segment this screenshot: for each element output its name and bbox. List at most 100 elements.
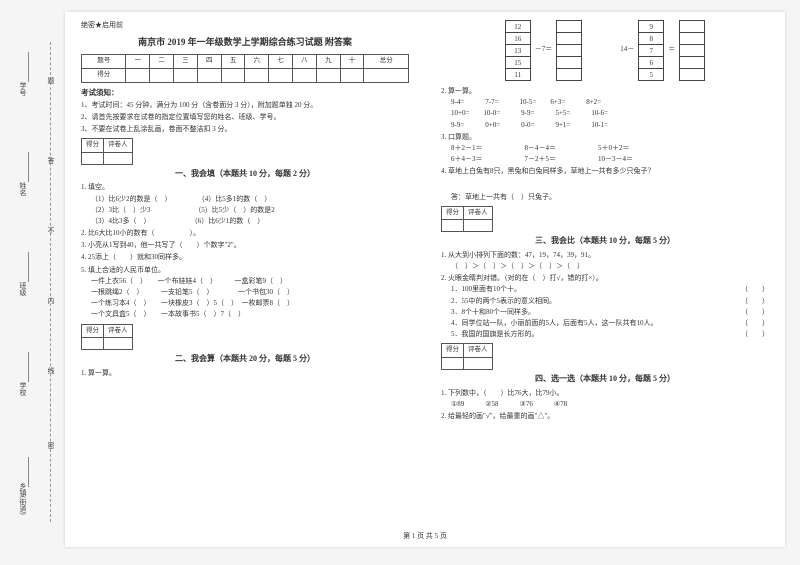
score-h0: 题号 bbox=[82, 54, 126, 68]
boxes-b-ans bbox=[679, 20, 705, 80]
notice-1: 1、考试时间：45 分钟，满分为 100 分（含卷面分 3 分），附加题单独 2… bbox=[81, 100, 409, 111]
score-h6: 六 bbox=[245, 54, 269, 68]
score-h7: 七 bbox=[269, 54, 293, 68]
s3q2d-row: 4．同学位站一队，小丽前面的5人，后面有5人，这一队共有10人。 （ ） bbox=[441, 318, 769, 329]
box-equation-row: 12 16 13 15 11 －7＝ 14－ 9 8 7 6 5 ＝ bbox=[441, 20, 769, 80]
box-a4: 11 bbox=[505, 68, 531, 81]
sb4-l: 得分 bbox=[442, 344, 464, 357]
q5b: 一根跳绳2（ ） 一支铅笔5（ ） 一个书包30（ ） bbox=[81, 287, 409, 298]
q2: 2. 比6大比10小的数有（ ）。 bbox=[81, 228, 409, 239]
seal-dashed-line bbox=[50, 42, 51, 522]
calc1: 1. 算一算。 bbox=[81, 368, 409, 379]
s4q1: 1. 下列数中，（ ）比76大，比79小。 bbox=[441, 388, 769, 399]
margin-line-3 bbox=[28, 252, 29, 282]
notice-title: 考试须知： bbox=[81, 87, 409, 99]
q1b: （4）比5多1的数（ ） bbox=[198, 195, 272, 203]
s3q2c-row: 3．8个十和80个一同样多。 （ ） bbox=[441, 307, 769, 318]
q1a: （1）比6少2的数是（ ） bbox=[91, 195, 168, 203]
margin-line-2 bbox=[28, 352, 29, 382]
sb2-l: 得分 bbox=[82, 324, 104, 337]
exam-page: 绝密★启用前 南京市 2019 年一年级数学上学期综合练习试题 附答案 题号 一… bbox=[65, 12, 785, 547]
p1: （ ） bbox=[741, 284, 769, 295]
score-h2: 二 bbox=[150, 54, 174, 68]
q1f: （6）比6少1的数（ ） bbox=[191, 217, 265, 225]
margin-line-5 bbox=[28, 52, 29, 82]
op-eq: ＝ bbox=[668, 44, 675, 55]
section1-title: 一、我会填（本题共 10 分，每题 2 分） bbox=[81, 168, 409, 181]
page-footer: 第 1 页 共 5 页 bbox=[65, 531, 785, 541]
q1d: （5）比5少（ ）的数是2 bbox=[194, 206, 275, 214]
sb2-r: 评卷人 bbox=[104, 324, 133, 337]
p5: （ ） bbox=[741, 329, 769, 340]
boxes-a-ans bbox=[556, 20, 582, 80]
op-a: －7＝ bbox=[535, 44, 553, 55]
s3q1a: （ ）＞（ ）＞（ ）＞（ ）＞（ ） bbox=[441, 261, 769, 272]
sb1-l: 得分 bbox=[82, 139, 104, 152]
q1e: （3）4比3多（ ） bbox=[91, 217, 147, 225]
s3q2: 2. 火眼金睛判对错。（对的在（ ）打√，错的打×）。 bbox=[441, 273, 769, 284]
seal-c1: 密 bbox=[46, 442, 56, 449]
score-h11: 总分 bbox=[364, 54, 409, 68]
c2r3: 9-9= 0+0= 0-0= 9+1= 10-1= bbox=[441, 120, 769, 131]
score-h5: 五 bbox=[221, 54, 245, 68]
calc2: 2. 算一算。 bbox=[441, 86, 769, 97]
score-table: 题号 一 二 三 四 五 六 七 八 九 十 总分 得分 bbox=[81, 54, 409, 83]
notice-2: 2、请首先按要求在试卷的指定位置填写您的姓名、班级、学号。 bbox=[81, 112, 409, 123]
score-row-label: 得分 bbox=[82, 68, 126, 82]
q4: 4. 25添上（ ）就和30同样多。 bbox=[81, 252, 409, 263]
calc3: 3. 口算题。 bbox=[441, 132, 769, 143]
margin-name: 姓名 bbox=[18, 182, 28, 196]
sb3-l: 得分 bbox=[442, 206, 464, 219]
notice-3: 3、不要在试卷上乱涂乱画，卷面不整洁扣 3 分。 bbox=[81, 124, 409, 135]
p4: （ ） bbox=[741, 318, 769, 329]
op-b-pre: 14－ bbox=[620, 44, 634, 55]
q3: 3. 小亮从1写到40，他一共写了（ ）个数字"2"。 bbox=[81, 240, 409, 251]
section1-scorebox: 得分评卷人 bbox=[81, 138, 133, 164]
section3-scorebox: 得分评卷人 bbox=[441, 206, 493, 232]
section2-scorebox: 得分评卷人 bbox=[81, 324, 133, 350]
calc4: 4. 草地上白兔有8只，黑兔和白兔同样多，草地上一共有多少只兔子？ bbox=[441, 166, 769, 177]
q5d: 一个文具盒5（ ） 一本故事书5（ ）7（ ） bbox=[81, 309, 409, 320]
s3q2b-row: 2．55中的两个5表示的意义相同。（ ） bbox=[441, 296, 769, 307]
boxes-a: 12 16 13 15 11 bbox=[505, 20, 531, 80]
margin-line-1 bbox=[28, 457, 29, 487]
box-b4: 5 bbox=[638, 68, 664, 81]
c3r2: 6＋4－3＝ 7－2＋5＝ 10－3－4＝ bbox=[441, 154, 769, 165]
s3q2a-row: 1．100里面有10个十。 （ ） bbox=[441, 284, 769, 295]
seal-c4: 不 bbox=[46, 227, 56, 234]
s3q2e: 5．我国的国旗是长方形的。 bbox=[451, 329, 539, 340]
p2: （ ） bbox=[741, 296, 769, 307]
seal-c5: 答 bbox=[46, 157, 56, 164]
seal-c2: 线 bbox=[46, 367, 56, 374]
score-h1: 一 bbox=[126, 54, 150, 68]
right-column: 12 16 13 15 11 －7＝ 14－ 9 8 7 6 5 ＝ bbox=[425, 12, 785, 547]
margin-line-4 bbox=[28, 152, 29, 182]
score-h9: 九 bbox=[316, 54, 340, 68]
margin-school: 学校 bbox=[18, 382, 28, 396]
margin-town: 乡镇(街道) bbox=[18, 482, 28, 515]
q1c: （2）3比（ ）少3 bbox=[91, 206, 151, 214]
seal-c3: 内 bbox=[46, 297, 56, 304]
s3q2a: 1．100里面有10个十。 bbox=[451, 284, 521, 295]
score-h4: 四 bbox=[197, 54, 221, 68]
seal-c6: 题 bbox=[46, 77, 56, 84]
q5: 5. 填上合适的人民币单位。 bbox=[81, 265, 409, 276]
c3r1: 8＋2－1＝ 8－4－4＝ 5＋0＋2＝ bbox=[441, 143, 769, 154]
s4q2: 2. 给最轻的画"√"，给最重的画"△"。 bbox=[441, 411, 769, 422]
p3: （ ） bbox=[741, 307, 769, 318]
s3q2d: 4．同学位站一队，小丽前面的5人，后面有5人，这一队共有10人。 bbox=[451, 318, 658, 329]
q5a: 一件上衣56（ ） 一个布娃娃4（ ） 一盒彩笔9（ ） bbox=[81, 276, 409, 287]
boxes-b: 9 8 7 6 5 bbox=[638, 20, 664, 80]
left-column: 绝密★启用前 南京市 2019 年一年级数学上学期综合练习试题 附答案 题号 一… bbox=[65, 12, 425, 547]
s4q1a: ①89 ②58 ③76 ④78 bbox=[441, 399, 769, 410]
s3q2c: 3．8个十和80个一同样多。 bbox=[451, 307, 535, 318]
s3q1: 1. 从大到小排列下面的数：47，19，74，39，91。 bbox=[441, 250, 769, 261]
margin-class: 班级 bbox=[18, 282, 28, 296]
q1: 1. 填空。 bbox=[81, 182, 409, 193]
q1row2: （2）3比（ ）少3 （5）比5少（ ）的数是2 bbox=[81, 205, 409, 216]
q1row1: （1）比6少2的数是（ ） （4）比5多1的数（ ） bbox=[81, 194, 409, 205]
margin-id: 学号 bbox=[18, 82, 28, 96]
binding-margin: 乡镇(街道) 学校 班级 姓名 学号 密 线 内 不 答 题 bbox=[0, 12, 65, 547]
q5c: 一个练习本4（ ） 一块橡皮3（ ）5（ ） 一枚邮票8（ ） bbox=[81, 298, 409, 309]
section4-title: 四、选一选（本题共 10 分，每题 5 分） bbox=[441, 373, 769, 386]
